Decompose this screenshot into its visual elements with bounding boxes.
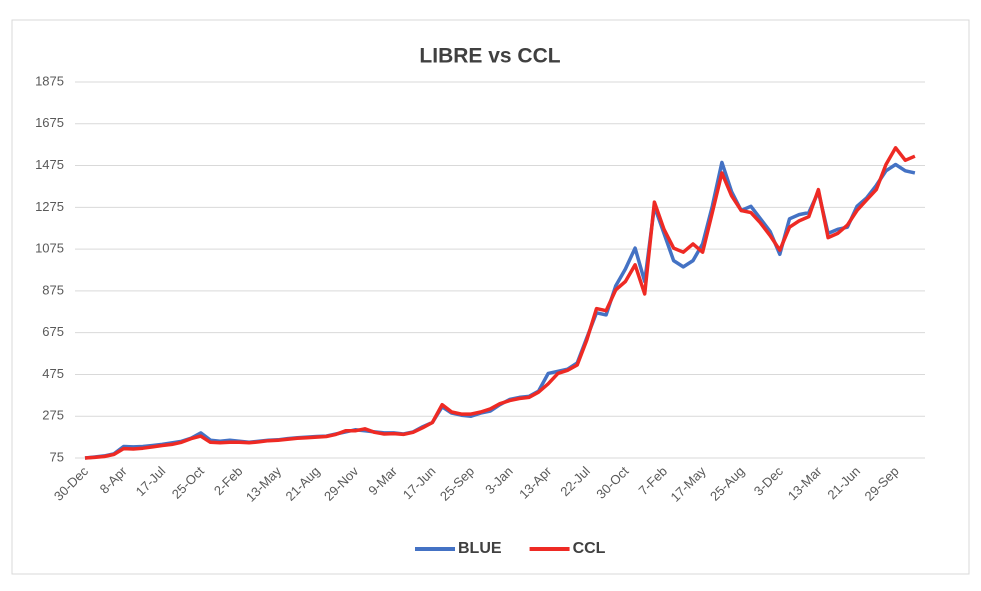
y-tick-label: 275 (42, 408, 64, 423)
chart-frame (11, 19, 970, 575)
y-tick-label: 1475 (35, 157, 64, 172)
y-tick-label: 675 (42, 324, 64, 339)
legend-label: CCL (573, 540, 606, 557)
series-line (84, 146, 916, 460)
y-tick-label: 1075 (35, 241, 64, 256)
y-tick-label: 75 (50, 449, 64, 464)
y-tick-label: 1675 (35, 115, 64, 130)
y-tick-label: 1275 (35, 199, 64, 214)
y-tick-label: 475 (42, 366, 64, 381)
chart-title: LIBRE vs CCL (419, 45, 560, 68)
y-tick-label: 1875 (35, 73, 64, 88)
legend-label: BLUE (458, 540, 502, 557)
y-tick-label: 875 (42, 282, 64, 297)
